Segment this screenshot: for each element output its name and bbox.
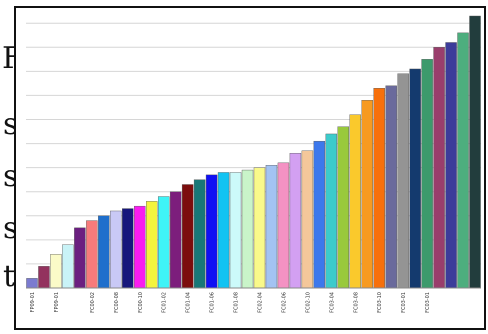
x-tick-label: FC01-06 [210,292,216,313]
bar [301,150,314,289]
bar [349,114,361,289]
bar [433,47,445,289]
bar [457,32,469,289]
bar [146,201,158,289]
bar [469,15,481,289]
bar [122,208,134,289]
bar [74,227,86,289]
bar [361,100,373,289]
x-tick-label: FC02-06 [281,292,287,313]
bar [26,278,38,289]
x-tick-label: FC01-04 [186,292,192,313]
bar [409,68,421,289]
bar [50,254,62,289]
bar [181,184,194,289]
x-tick-label: FC03-08 [353,292,359,313]
bar [110,210,122,289]
bar [62,244,74,289]
x-tick-label: FP09-01 [54,292,60,312]
x-tick-label: FC00-08 [114,292,120,313]
bar [157,196,170,289]
x-tick-label: FC03-01 [401,292,407,313]
bar [205,174,218,289]
bar [253,167,266,289]
bar [86,220,98,289]
bar-chart: FP09-01 FP09-01 FC00-02 FC00-08 FC00-10 FC01-… [26,15,481,313]
chart-frame: FP09-01 FP09-01 FC00-02 FC00-08 FC00-10 FC01-… [14,6,486,330]
bar [313,140,326,289]
bar [385,85,397,289]
x-tick-label: FC01-08 [234,292,240,313]
bars [26,15,481,289]
bar [337,126,350,289]
bar [241,169,254,289]
bar [265,165,278,289]
bar [229,172,242,289]
x-tick-label: FC03-04 [329,292,335,313]
bar [289,152,302,289]
x-tick-labels: FP09-01 FP09-01 FC00-02 FC00-08 FC00-10 FC01-… [30,292,431,313]
x-tick-label: FC00-10 [138,292,144,313]
bar [373,88,385,289]
x-tick-label: FC01-02 [162,292,168,313]
bar [277,162,290,289]
bar [169,191,182,289]
bar [134,205,146,289]
side-letter: t [3,259,16,294]
x-tick-label: FC02-04 [257,292,263,313]
x-tick-label: FC00-02 [90,292,96,313]
bar [217,172,230,289]
bar [325,133,338,289]
x-tick-label: FC03-01 [425,292,431,313]
x-tick-label: FC02-10 [305,292,311,313]
bar [421,59,433,289]
x-tick-label: FC03-10 [377,292,383,313]
bar [193,179,206,289]
bar [445,42,457,289]
bar [397,73,409,289]
bar [38,266,50,289]
bar [98,215,110,289]
x-tick-label: FP09-01 [30,292,36,312]
